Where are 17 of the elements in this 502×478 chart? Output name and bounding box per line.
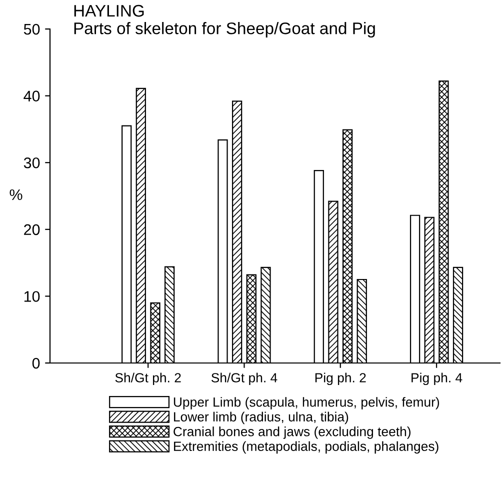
y-axis-title: % bbox=[10, 189, 22, 200]
x-tick-label: Sh/Gt ph. 2 bbox=[115, 372, 181, 386]
chart-title: HAYLING bbox=[74, 4, 144, 17]
y-tick-label: 50 bbox=[24, 24, 40, 35]
legend-label: Cranial bones and jaws (excluding teeth) bbox=[174, 426, 410, 439]
legend-label: Upper Limb (scapula, humerus, pelvis, femur) bbox=[174, 397, 440, 410]
y-tick-label: 30 bbox=[24, 157, 40, 168]
y-tick-label: 40 bbox=[24, 90, 40, 102]
chart-subtitle: Parts of skeleton for Sheep/Goat and Pig bbox=[74, 22, 375, 38]
legend-label: Extremities (metapodials, podials, phalanges) bbox=[174, 441, 438, 454]
x-tick-label: Sh/Gt ph. 4 bbox=[211, 372, 278, 386]
y-tick-label: 20 bbox=[24, 224, 40, 236]
legend-label: Lower limb (radius, ulna, tibia) bbox=[174, 412, 348, 424]
y-tick-label: 0 bbox=[32, 358, 40, 369]
x-tick-label: Pig ph. 4 bbox=[412, 372, 462, 386]
x-tick-label: Pig ph. 2 bbox=[315, 372, 366, 386]
y-tick-label: 10 bbox=[24, 291, 40, 302]
